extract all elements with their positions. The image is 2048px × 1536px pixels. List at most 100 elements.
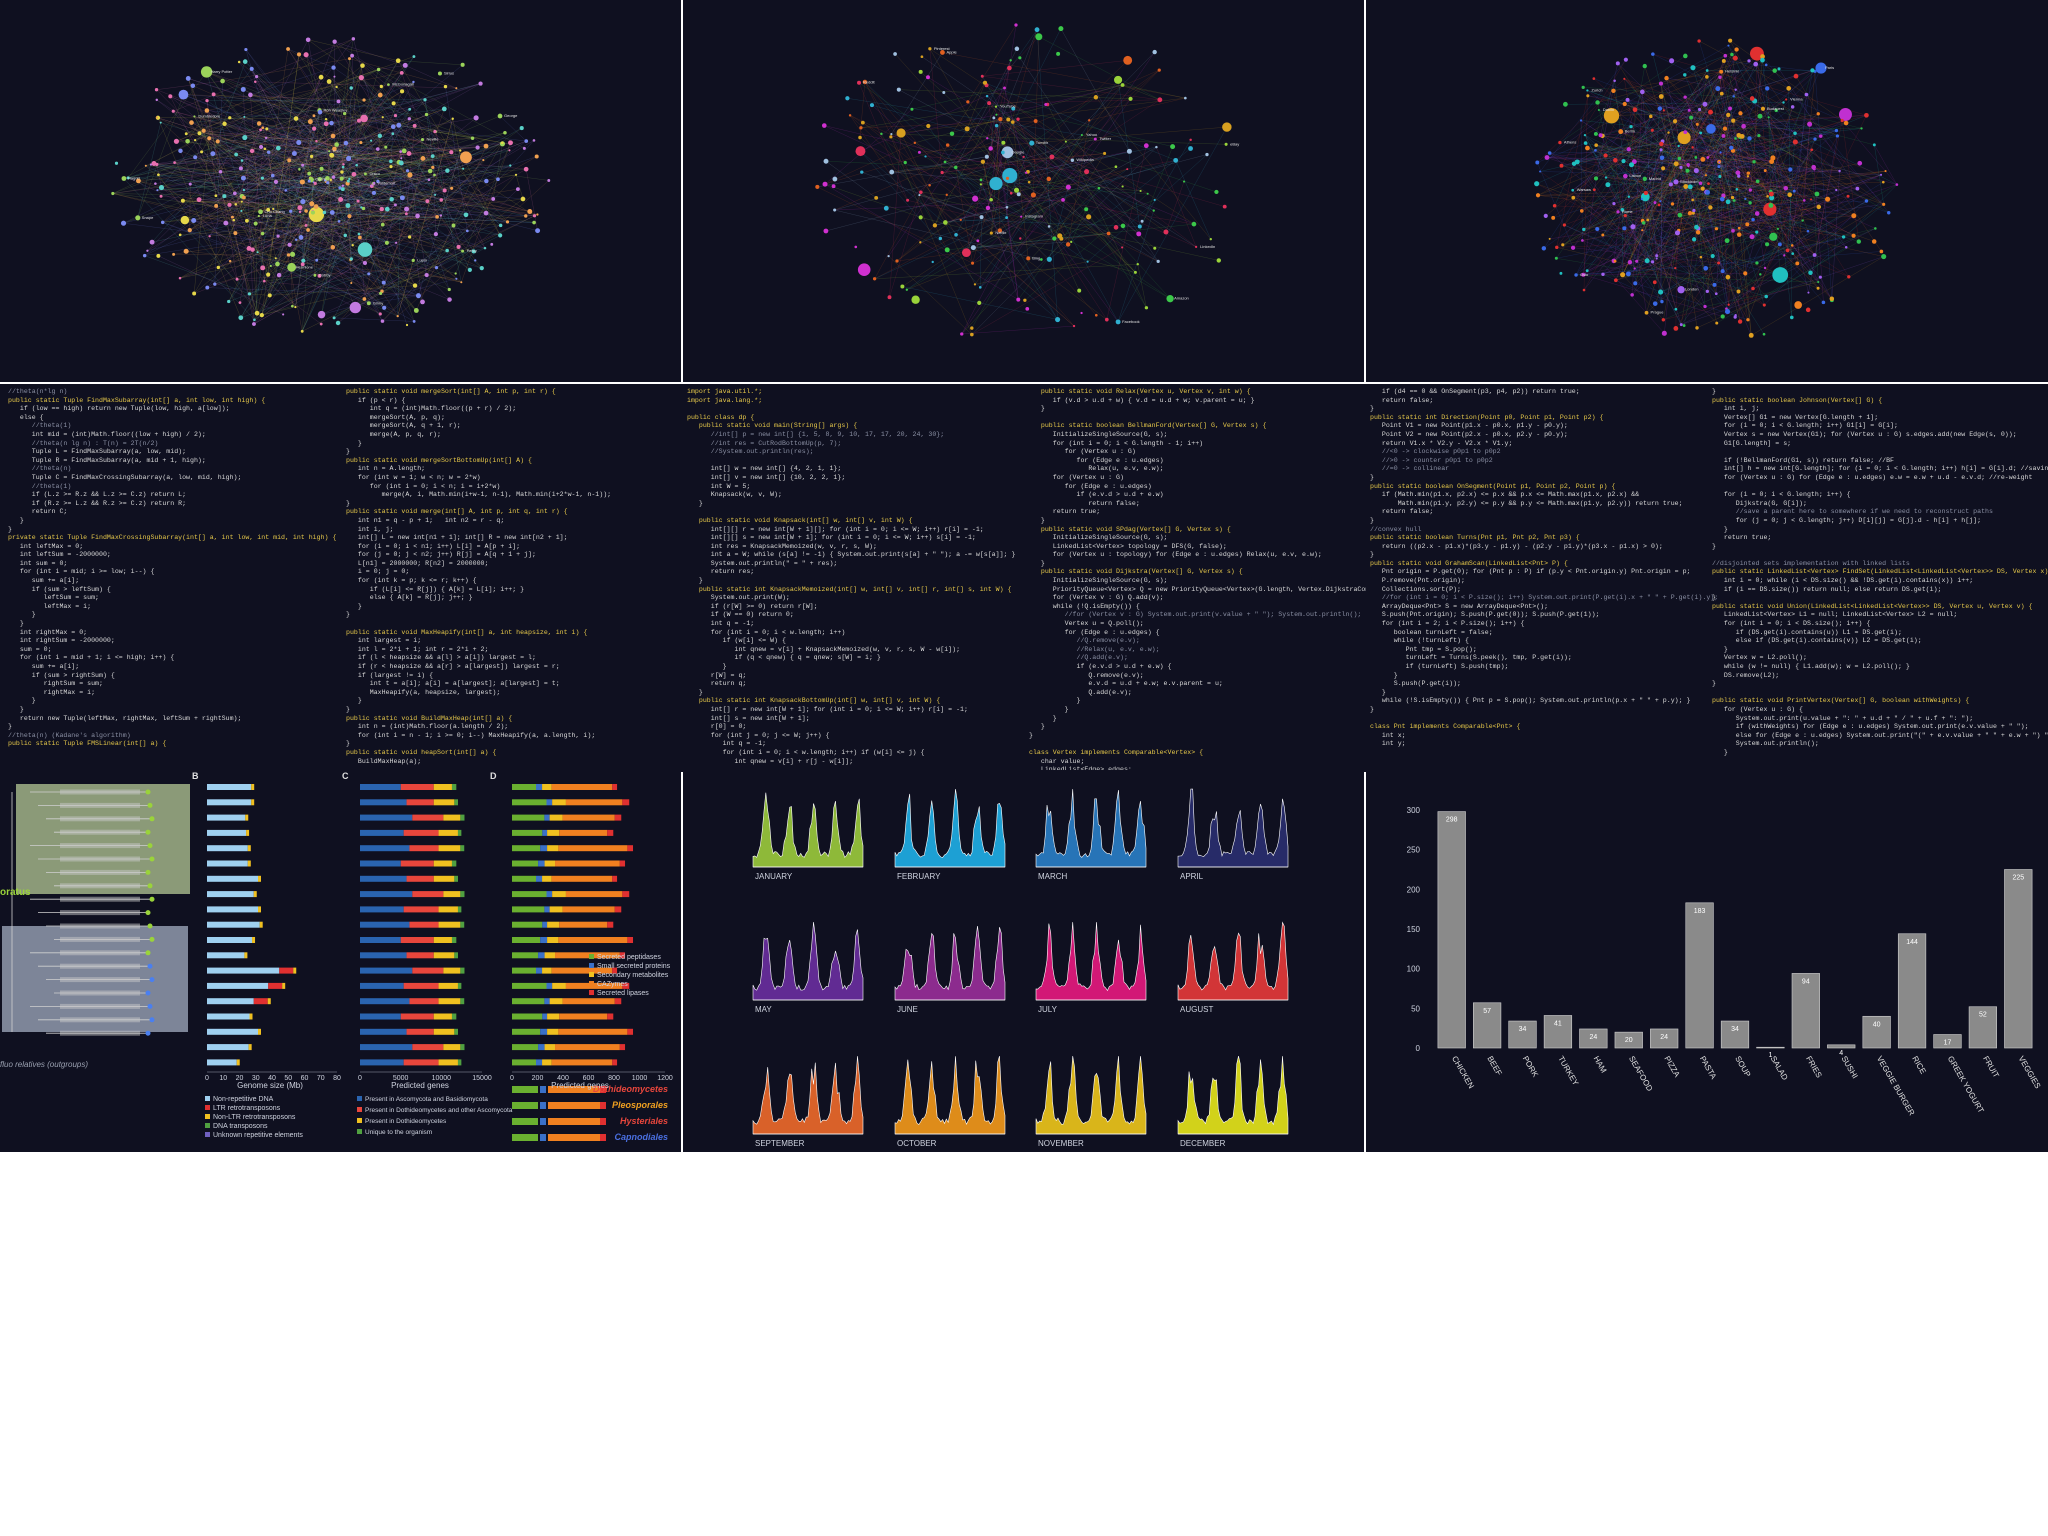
network-edge <box>234 118 365 194</box>
network-node <box>980 159 986 164</box>
network-edge <box>1122 84 1186 99</box>
network-edge <box>256 76 388 210</box>
month-chart: FEBRUARY <box>894 789 1006 881</box>
network-edge <box>966 67 1010 253</box>
network-edge <box>153 163 538 215</box>
network-node <box>300 198 306 205</box>
gene-category-bar <box>562 906 615 913</box>
network-edge <box>1564 103 1625 226</box>
network-node <box>1818 275 1822 279</box>
network-node <box>919 241 922 244</box>
network-edge <box>435 131 445 191</box>
network-node-label: Neville <box>427 137 440 142</box>
network-edge <box>1086 171 1148 194</box>
network-edge <box>1008 119 1136 273</box>
gene-category-bar <box>512 814 545 821</box>
network-edge <box>401 72 463 252</box>
network-node <box>1650 128 1654 132</box>
genome-size-bar <box>245 814 249 821</box>
network-node <box>1818 134 1823 138</box>
predicted-genes-bar <box>438 998 461 1005</box>
network-edge <box>292 237 302 255</box>
code-line: public static void heapSort(int[] a) { <box>346 748 497 756</box>
network-edge <box>1553 130 1837 219</box>
network-edge <box>1564 116 1651 226</box>
network-edge <box>864 81 973 264</box>
network-edge <box>1627 99 1662 145</box>
network-edge <box>1634 113 1819 269</box>
network-node <box>300 329 304 333</box>
network-edge <box>990 148 1027 173</box>
network-node <box>479 266 484 271</box>
network-node <box>244 47 248 52</box>
network-node <box>1552 203 1557 208</box>
network-edge <box>920 134 1083 243</box>
gene-category-bar <box>555 860 620 867</box>
network-edge <box>248 233 436 249</box>
network-edge <box>982 60 1128 77</box>
network-edge <box>209 198 524 237</box>
network-edge <box>1068 98 1131 188</box>
network-node <box>1222 122 1232 132</box>
network-edge <box>334 41 487 147</box>
network-edge <box>1752 188 1787 289</box>
network-node <box>859 126 863 130</box>
network-edge <box>316 118 365 142</box>
network-edge <box>1011 192 1194 225</box>
network-node-label: Percy <box>467 248 477 253</box>
species-marker <box>145 910 151 916</box>
gene-category-bar <box>512 875 536 882</box>
genome-size-bar <box>207 1028 258 1035</box>
network-node <box>1613 259 1617 263</box>
gene-category-bar <box>565 982 623 989</box>
network-node <box>1585 269 1589 273</box>
network-node <box>449 150 454 155</box>
network-edge <box>194 116 269 275</box>
network-edge <box>240 155 332 318</box>
network-node <box>282 313 285 316</box>
network-edge <box>243 180 487 191</box>
network-edge <box>1684 74 1735 201</box>
network-node <box>1807 121 1813 127</box>
network-node <box>1563 101 1568 107</box>
network-edge <box>144 255 250 295</box>
network-edge <box>1562 175 1707 246</box>
network-edge <box>1624 78 1882 176</box>
network-edge <box>233 219 384 283</box>
network-node <box>411 258 415 263</box>
network-edge <box>365 173 442 201</box>
network-node <box>1655 254 1659 258</box>
network-edge <box>112 193 261 213</box>
network-node <box>355 163 358 167</box>
network-edge <box>982 75 1160 101</box>
network-edge <box>321 214 538 315</box>
code-line: //convex hull <box>1370 525 1422 533</box>
legend-swatch <box>589 972 594 977</box>
network-node <box>979 178 983 182</box>
code-line: if (DS.get(i).contains(u)) L1 = DS.get(i… <box>1712 628 1902 636</box>
network-edge <box>278 99 426 276</box>
network-edge <box>1583 90 1588 291</box>
network-node <box>1055 316 1061 323</box>
network-edge <box>1663 110 1709 184</box>
network-node <box>1662 109 1665 112</box>
code-line: //Q.add(e.v); <box>1029 654 1128 662</box>
network-edge <box>153 163 387 244</box>
network-node <box>1001 146 1014 159</box>
network-edge <box>268 224 383 275</box>
code-line: //System.out.println(res); <box>687 448 814 456</box>
code-line: L[n1] = 2000000; R[n2] = 2000000; <box>346 559 489 567</box>
network-edge <box>203 130 378 150</box>
code-line <box>1712 551 2042 560</box>
network-node <box>1019 237 1022 240</box>
network-edge <box>321 278 457 315</box>
network-node <box>447 297 452 302</box>
gene-category-bar <box>546 982 553 989</box>
network-edge <box>382 188 519 322</box>
network-node <box>191 217 197 224</box>
genome-size-bar <box>258 1028 261 1035</box>
gene-category-bar <box>540 1028 548 1035</box>
network-edge <box>273 208 309 231</box>
network-edge <box>266 128 462 283</box>
code-line: if (q < qnew) { q = qnew; s[W] = i; } <box>687 654 881 662</box>
